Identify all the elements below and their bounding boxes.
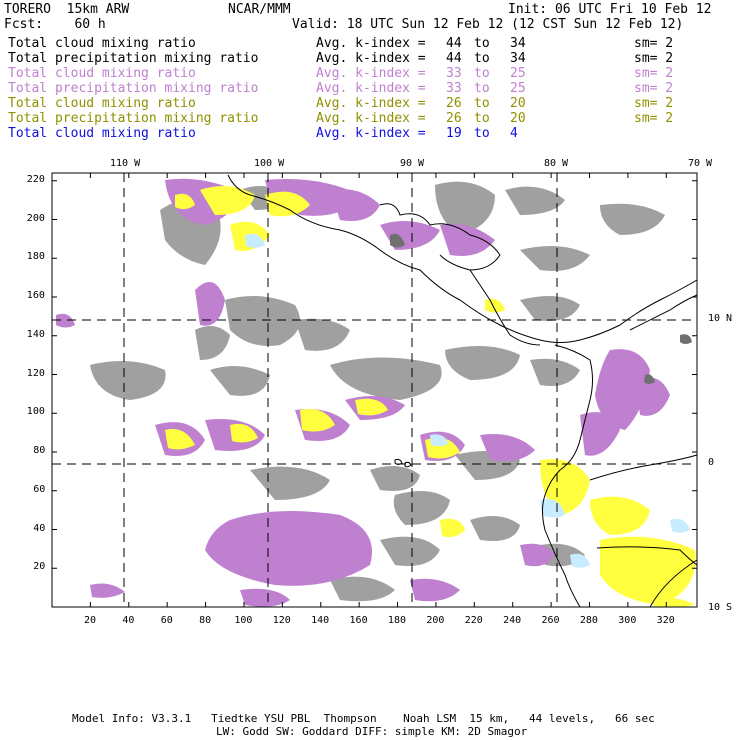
- y-tick-label: 180: [26, 251, 45, 263]
- legend-to-word: to: [474, 96, 490, 111]
- legend-to: 25: [510, 81, 526, 96]
- x-tick-label: 40: [122, 615, 135, 626]
- x-tick-label: 80: [199, 615, 212, 626]
- y-tick-label: 40: [33, 522, 46, 534]
- legend-to-word: to: [474, 51, 490, 66]
- legend-from: 33: [446, 66, 462, 81]
- init-time: Init: 06 UTC Fri 10 Feb 12: [508, 2, 712, 17]
- y-tick-label: 60: [33, 483, 46, 495]
- legend-to: 34: [510, 36, 526, 51]
- lon-label-110w: 110 W: [110, 158, 141, 169]
- legend-field: Total cloud mixing ratio: [8, 96, 196, 111]
- footer-model-info: Model Info: V3.3.1 Tiedtke YSU PBL Thomp…: [72, 712, 655, 725]
- lat-label-10s: 10 S: [708, 602, 733, 613]
- legend-to-word: to: [474, 36, 490, 51]
- y-tick-label: 100: [26, 406, 45, 418]
- x-tick-label: 140: [311, 615, 330, 626]
- map-shading: [56, 178, 696, 608]
- legend-stat: Avg. k-index =: [316, 81, 426, 96]
- valid-time: Valid: 18 UTC Sun 12 Feb 12 (12 CST Sun …: [292, 17, 684, 32]
- legend-sm: sm= 2: [634, 66, 674, 81]
- light-blue-shading: [245, 233, 690, 568]
- legend-from: 19: [446, 126, 462, 141]
- legend-field: Total cloud mixing ratio: [8, 126, 196, 141]
- y-tick-label: 20: [33, 561, 46, 573]
- legend-stat: Avg. k-index =: [316, 111, 426, 126]
- legend-field: Total precipitation mixing ratio: [8, 81, 259, 96]
- legend-to: 4: [510, 126, 518, 141]
- y-tick-label: 140: [26, 328, 45, 340]
- legend-from: 26: [446, 96, 462, 111]
- y-tick-label: 120: [26, 367, 45, 379]
- x-tick-label: 60: [160, 615, 173, 626]
- legend-from: 44: [446, 51, 462, 66]
- lon-label-90w: 90 W: [400, 158, 425, 169]
- legend-field: Total precipitation mixing ratio: [8, 111, 259, 126]
- legend-to: 34: [510, 51, 526, 66]
- lat-label-0: 0: [708, 457, 715, 468]
- x-tick-label: 300: [618, 615, 637, 626]
- legend-sm: sm= 2: [634, 111, 674, 126]
- forecast-hour: Fcst: 60 h: [4, 17, 106, 32]
- x-tick-label: 200: [426, 615, 445, 626]
- legend-stat: Avg. k-index =: [316, 96, 426, 111]
- x-tick-label: 260: [541, 615, 560, 626]
- y-tick-label: 200: [26, 212, 45, 224]
- x-tick-label: 220: [464, 615, 483, 626]
- legend-stat: Avg. k-index =: [316, 51, 426, 66]
- y-tick-label: 160: [26, 290, 45, 301]
- legend-from: 26: [446, 111, 462, 126]
- x-tick-label: 240: [503, 615, 522, 626]
- legend-sm: sm= 2: [634, 51, 674, 66]
- legend-to-word: to: [474, 66, 490, 81]
- legend-stat: Avg. k-index =: [316, 126, 426, 141]
- legend-sm: sm= 2: [634, 36, 674, 51]
- x-tick-label: 280: [579, 615, 598, 626]
- x-tick-label: 100: [234, 615, 253, 626]
- dark-gray-shading: [390, 233, 692, 384]
- legend-to: 25: [510, 66, 526, 81]
- x-tick-label: 120: [272, 615, 291, 626]
- coastlines: [227, 174, 698, 608]
- x-tick-label: 320: [656, 615, 675, 626]
- x-tick-label: 160: [349, 615, 368, 626]
- legend-to: 20: [510, 96, 526, 111]
- legend-from: 33: [446, 81, 462, 96]
- footer-physics-info: LW: Godd SW: Goddard DIFF: simple KM: 2D…: [216, 725, 528, 738]
- legend-sm: sm= 2: [634, 96, 674, 111]
- legend-field: Total precipitation mixing ratio: [8, 51, 259, 66]
- legend-stat: Avg. k-index =: [316, 36, 426, 51]
- model-title: TORERO 15km ARW: [4, 2, 130, 17]
- lat-lon-grid: [52, 173, 697, 607]
- legend-from: 44: [446, 36, 462, 51]
- gray-cloud-shading: [90, 181, 665, 602]
- legend-to-word: to: [474, 81, 490, 96]
- y-tick-label: 220: [26, 173, 45, 185]
- x-tick-label: 180: [387, 615, 406, 626]
- lon-label-70w: 70 W: [688, 158, 713, 169]
- yellow-shading: [165, 186, 696, 608]
- legend-field: Total cloud mixing ratio: [8, 36, 196, 51]
- lon-label-80w: 80 W: [544, 158, 569, 169]
- legend-field: Total cloud mixing ratio: [8, 66, 196, 81]
- org-label: NCAR/MMM: [228, 2, 291, 17]
- legend-to: 20: [510, 111, 526, 126]
- y-tick-label: 80: [33, 445, 46, 456]
- legend-sm: sm= 2: [634, 81, 674, 96]
- x-tick-label: 20: [83, 615, 97, 626]
- legend-to-word: to: [474, 111, 490, 126]
- legend-stat: Avg. k-index =: [316, 66, 426, 81]
- legend-to-word: to: [474, 126, 490, 141]
- lat-label-10n: 10 N: [708, 313, 733, 324]
- lon-label-100w: 100 W: [254, 158, 285, 169]
- map-frame: [51, 172, 698, 608]
